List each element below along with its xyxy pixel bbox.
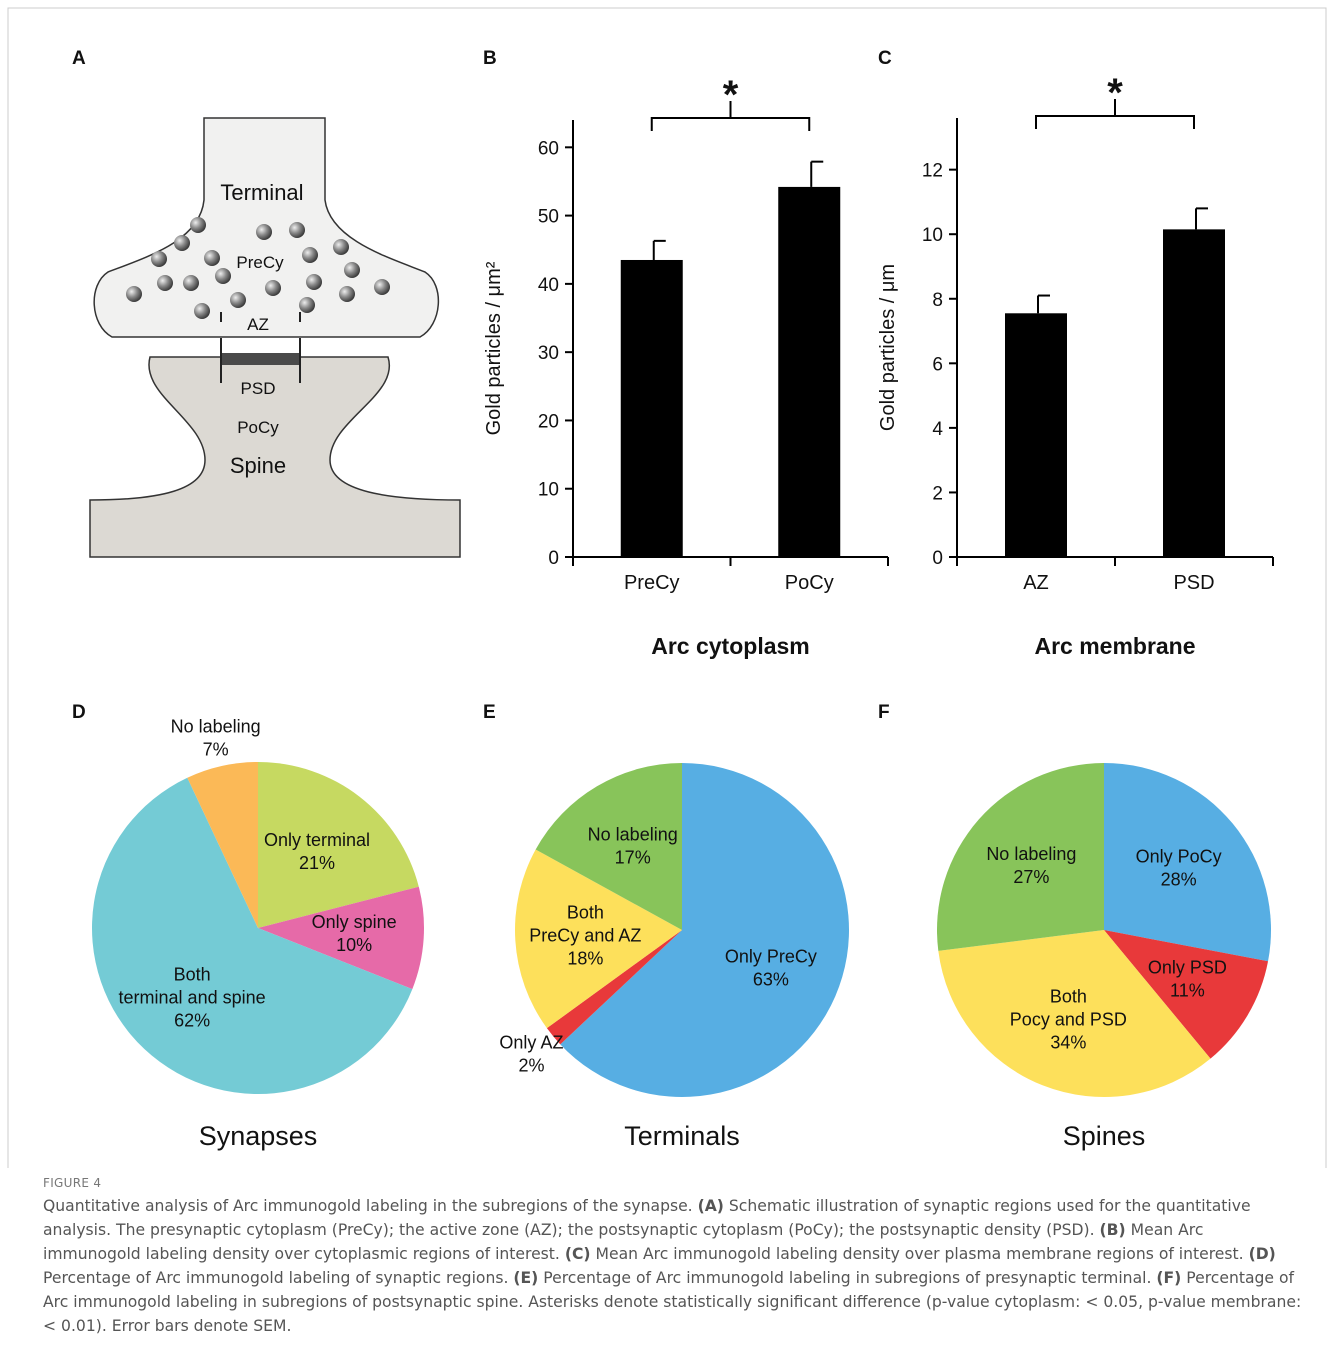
- panel-letter: C: [878, 48, 892, 69]
- bar: [1163, 229, 1225, 557]
- pie-title: Terminals: [624, 1121, 740, 1151]
- caption-label: FIGURE 4: [43, 1176, 1305, 1190]
- y-tick-label: 20: [538, 411, 559, 432]
- significance-marker: *: [723, 73, 739, 117]
- bar-chart: B 0 10 20 30 40 50 60 PreCy PoCy * Gold particles /…: [483, 48, 888, 659]
- slice-label: No labeling: [171, 716, 261, 736]
- slice-value-label: 62%: [174, 1011, 210, 1031]
- slice-value-label: 63%: [753, 969, 789, 989]
- bar: [1005, 313, 1067, 557]
- y-tick-label: 10: [538, 480, 559, 501]
- diagram-label: PSD: [241, 379, 276, 398]
- slice-value-label: 34%: [1050, 1033, 1086, 1053]
- y-tick-label: 0: [548, 548, 559, 569]
- y-tick-label: 0: [932, 548, 943, 569]
- significance-marker: *: [1107, 71, 1123, 115]
- y-tick-label: 8: [932, 290, 943, 311]
- diagram-label: PoCy: [237, 418, 279, 437]
- caption-text: Quantitative analysis of Arc immunogold …: [43, 1194, 1305, 1338]
- panel-letter: B: [483, 48, 497, 69]
- caption-item-text: Mean Arc immunogold labeling density ove…: [596, 1245, 1244, 1263]
- slice-value-label: 2%: [518, 1056, 544, 1076]
- y-tick-label: 40: [538, 275, 559, 296]
- caption-item-label: (B): [1100, 1221, 1126, 1239]
- diagram-label: AZ: [247, 315, 269, 334]
- slice-label: Only PoCy: [1136, 846, 1222, 866]
- diagram-label: PreCy: [236, 253, 284, 272]
- x-tick-label: PreCy: [624, 572, 680, 594]
- caption-item-label: (D): [1249, 1245, 1276, 1263]
- slice-value-label: 28%: [1161, 869, 1197, 889]
- y-tick-label: 30: [538, 343, 559, 364]
- slice-value-label: 10%: [336, 935, 372, 955]
- caption-item-label: (A): [698, 1197, 724, 1215]
- y-tick-label: 60: [538, 138, 559, 159]
- slice-label: No labeling: [986, 844, 1076, 864]
- slice-label: No labeling: [588, 825, 678, 845]
- y-tick-label: 4: [932, 419, 943, 440]
- y-tick-label: 50: [538, 207, 559, 228]
- x-axis-label: Arc cytoplasm: [651, 633, 810, 659]
- x-tick-label: PSD: [1173, 572, 1214, 594]
- slice-label: Only PSD: [1148, 957, 1227, 977]
- bar-chart: C 0 2 4 6 8 10 12 AZ PSD * Gold particles / μm Arc m…: [877, 48, 1273, 659]
- diagram-label: Terminal: [220, 180, 303, 205]
- caption: FIGURE 4 Quantitative analysis of Arc im…: [43, 1176, 1305, 1338]
- x-tick-label: AZ: [1023, 572, 1049, 594]
- caption-item-label: (C): [565, 1245, 591, 1263]
- y-tick-label: 10: [922, 225, 943, 246]
- caption-item-label: (E): [513, 1269, 538, 1287]
- slice-value-label: 21%: [299, 853, 335, 873]
- slice-value-label: 7%: [203, 739, 229, 759]
- x-axis-label: Arc membrane: [1034, 633, 1195, 659]
- pie-title: Spines: [1063, 1121, 1146, 1151]
- psd-bar: [221, 353, 300, 365]
- diagram: A Terminal PreCy AZ PSD PoCy Spine: [72, 48, 460, 557]
- y-axis-label: Gold particles / μm²: [483, 261, 505, 435]
- x-tick-label: PoCy: [785, 572, 834, 594]
- panel-letter: A: [72, 48, 86, 69]
- slice-label: Only terminal: [264, 830, 370, 850]
- slice-value-label: 18%: [567, 949, 603, 969]
- y-tick-label: 12: [922, 161, 943, 182]
- y-axis-label: Gold particles / μm: [877, 264, 899, 431]
- panel-letter: F: [878, 702, 890, 723]
- caption-intro: Quantitative analysis of Arc immunogold …: [43, 1197, 693, 1215]
- pie-chart: F 28% 11% 34% 27% Spines: [878, 702, 1271, 1151]
- caption-item-text: Percentage of Arc immunogold labeling in…: [543, 1269, 1151, 1287]
- caption-item-label: (F): [1156, 1269, 1181, 1287]
- slice-label: Only spine: [312, 912, 397, 932]
- y-tick-label: 6: [932, 354, 943, 375]
- bar: [778, 187, 840, 557]
- panel-letter: D: [72, 702, 86, 723]
- slice-value-label: 27%: [1013, 867, 1049, 887]
- panel-letter: E: [483, 702, 496, 723]
- slice-label: Only AZ: [499, 1033, 563, 1053]
- slice-value-label: 17%: [615, 848, 651, 868]
- y-tick-label: 2: [932, 483, 943, 504]
- slice-label: Only PreCy: [725, 946, 817, 966]
- diagram-label: Spine: [230, 453, 286, 478]
- pie-title: Synapses: [199, 1121, 318, 1151]
- caption-item-text: Percentage of Arc immunogold labeling of…: [43, 1269, 508, 1287]
- page: { "diagram": {"panel": "A", "labels": {"…: [0, 0, 1335, 1358]
- figure: A Terminal PreCy AZ PSD PoCy Spine B 0 10 2…: [0, 0, 1335, 1170]
- bar: [621, 260, 683, 557]
- slice-value-label: 11%: [1170, 980, 1205, 1000]
